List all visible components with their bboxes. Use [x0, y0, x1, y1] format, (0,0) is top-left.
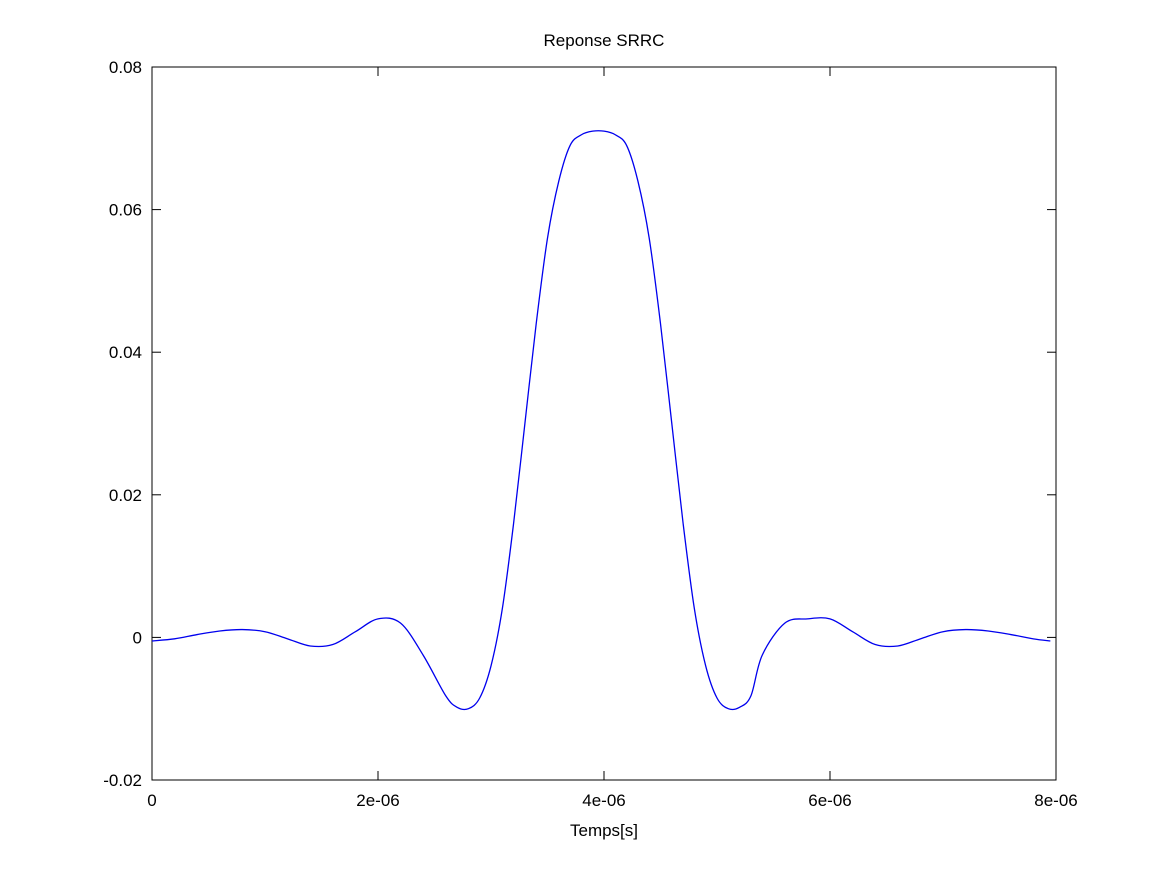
axis-tick-labels: 0 2e-06 4e-06 6e-06 8e-06 -0.02 0 0.02 0.04 0.06 0…	[103, 58, 1077, 810]
axis-ticks	[151, 66, 1057, 781]
x-tick-label: 0	[147, 791, 156, 810]
y-tick-label: 0.04	[109, 343, 142, 362]
y-tick-label: 0.06	[109, 201, 142, 220]
y-tick-label: 0.02	[109, 486, 142, 505]
series-line	[151, 130, 1051, 711]
x-tick-label: 8e-06	[1034, 791, 1077, 810]
chart-title: Reponse SRRC	[544, 31, 665, 50]
x-tick-label: 6e-06	[808, 791, 851, 810]
y-tick-label: 0	[133, 628, 142, 647]
y-tick-label: -0.02	[103, 771, 142, 790]
x-tick-label: 2e-06	[356, 791, 399, 810]
x-tick-label: 4e-06	[582, 791, 625, 810]
y-tick-label: 0.08	[109, 58, 142, 77]
x-axis-label: Temps[s]	[570, 821, 638, 840]
